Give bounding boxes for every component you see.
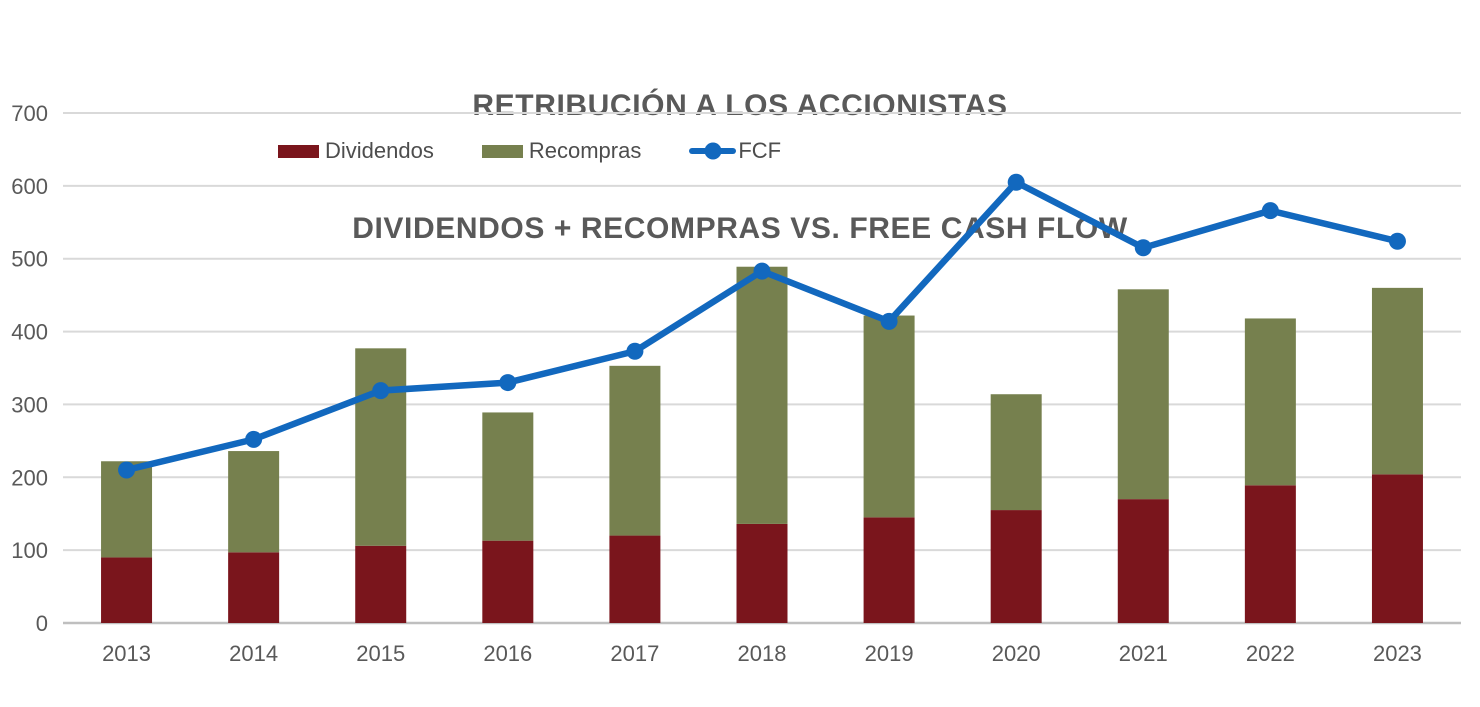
x-tick-label-2022: 2022 <box>1246 641 1295 666</box>
chart-legend: Dividendos Recompras FCF <box>278 138 781 164</box>
bar-dividendos-2023 <box>1371 474 1423 623</box>
fcf-marker-2021 <box>1134 239 1152 257</box>
x-tick-label-2018: 2018 <box>738 641 787 666</box>
bar-dividendos-2022 <box>1244 485 1296 623</box>
fcf-marker-2015 <box>372 382 390 400</box>
bar-recompras-2018 <box>736 266 788 524</box>
bar-recompras-2019 <box>863 315 915 518</box>
bar-dividendos-2019 <box>863 517 915 623</box>
bar-recompras-2016 <box>482 412 534 541</box>
y-tick-label-0: 0 <box>36 611 48 636</box>
bar-dividendos-2021 <box>1117 499 1169 623</box>
x-tick-label-2021: 2021 <box>1119 641 1168 666</box>
legend-label-recompras: Recompras <box>528 138 642 163</box>
legend-fcf-dot-icon <box>704 142 722 160</box>
x-tick-label-2019: 2019 <box>865 641 914 666</box>
chart-title-line1: RETRIBUCIÓN A LOS ACCIONISTAS <box>472 89 1008 122</box>
y-tick-label-400: 400 <box>11 320 48 345</box>
bar-recompras-2014 <box>228 451 280 553</box>
bar-dividendos-2016 <box>482 540 534 623</box>
y-tick-label-700: 700 <box>11 101 48 126</box>
fcf-marker-2022 <box>1261 202 1279 220</box>
legend-label-fcf: FCF <box>738 138 782 163</box>
bar-recompras-2021 <box>1117 289 1169 500</box>
legend-item-fcf: FCF <box>689 138 781 164</box>
bar-recompras-2022 <box>1244 318 1296 486</box>
bar-dividendos-2013 <box>101 557 153 623</box>
bar-dividendos-2018 <box>736 523 788 623</box>
fcf-marker-2023 <box>1388 232 1406 250</box>
chart-title-line2: DIVIDENDOS + RECOMPRAS VS. FREE CASH FLO… <box>352 212 1128 245</box>
legend-item-dividendos: Dividendos <box>278 138 434 164</box>
legend-line-marker-icon <box>689 142 737 160</box>
bar-dividendos-2014 <box>228 552 280 623</box>
x-tick-label-2013: 2013 <box>102 641 151 666</box>
y-tick-label-500: 500 <box>11 247 48 272</box>
y-tick-label-300: 300 <box>11 392 48 417</box>
y-tick-label-100: 100 <box>11 538 48 563</box>
fcf-marker-2014 <box>245 430 263 448</box>
bar-dividendos-2015 <box>355 545 407 623</box>
bar-dividendos-2017 <box>609 535 661 623</box>
y-tick-label-600: 600 <box>11 174 48 199</box>
legend-swatch-recompras-icon <box>481 144 523 158</box>
bar-recompras-2017 <box>609 365 661 536</box>
chart-title: RETRIBUCIÓN A LOS ACCIONISTAS DIVIDENDOS… <box>0 3 1480 331</box>
fcf-marker-2019 <box>880 312 898 330</box>
fcf-marker-2017 <box>626 342 644 360</box>
bar-recompras-2015 <box>355 348 407 546</box>
fcf-marker-2013 <box>118 461 136 479</box>
bar-recompras-2020 <box>990 394 1042 511</box>
x-tick-label-2020: 2020 <box>992 641 1041 666</box>
x-tick-label-2015: 2015 <box>356 641 405 666</box>
x-tick-label-2023: 2023 <box>1373 641 1422 666</box>
legend-swatch-dividendos-icon <box>278 144 319 158</box>
bar-recompras-2023 <box>1371 287 1423 475</box>
fcf-marker-2018 <box>753 262 771 280</box>
fcf-marker-2020 <box>1007 173 1025 191</box>
x-tick-label-2014: 2014 <box>229 641 278 666</box>
y-tick-label-200: 200 <box>11 465 48 490</box>
x-tick-label-2016: 2016 <box>483 641 532 666</box>
legend-item-recompras: Recompras <box>481 138 642 164</box>
legend-label-dividendos: Dividendos <box>325 138 434 163</box>
x-tick-label-2017: 2017 <box>610 641 659 666</box>
fcf-marker-2016 <box>499 374 517 392</box>
bar-dividendos-2020 <box>990 510 1042 623</box>
